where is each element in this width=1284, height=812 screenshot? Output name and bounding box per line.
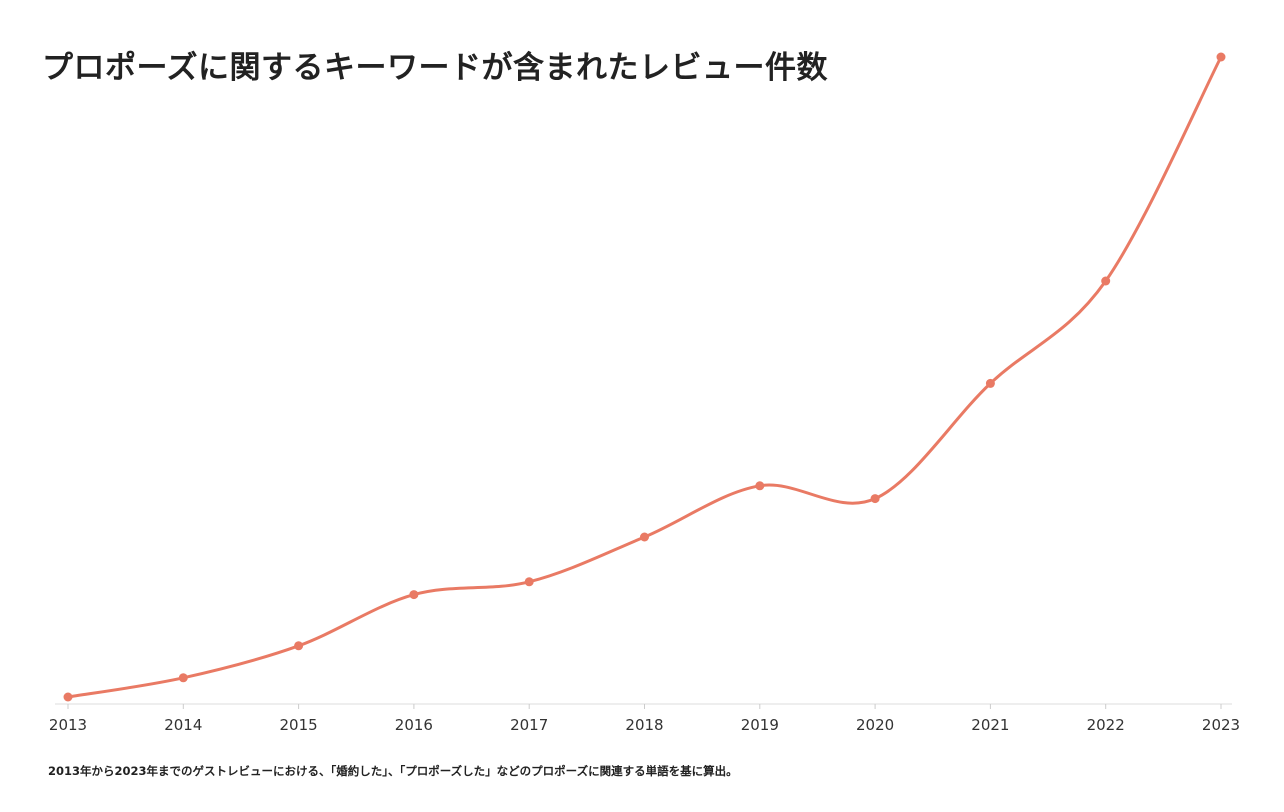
series-line bbox=[66, 55, 1223, 699]
data-point bbox=[63, 692, 73, 702]
x-tick-label: 2016 bbox=[395, 716, 433, 734]
data-point bbox=[294, 641, 304, 651]
data-point bbox=[985, 378, 995, 388]
x-tick-label: 2013 bbox=[49, 716, 87, 734]
x-tick-label: 2020 bbox=[856, 716, 894, 734]
x-tick-label: 2023 bbox=[1202, 716, 1240, 734]
data-point bbox=[1101, 276, 1111, 286]
x-tick-label: 2014 bbox=[164, 716, 202, 734]
x-tick-label: 2021 bbox=[971, 716, 1009, 734]
data-point bbox=[409, 590, 419, 600]
data-point bbox=[524, 577, 534, 587]
data-point bbox=[755, 481, 765, 491]
data-point bbox=[870, 494, 880, 504]
data-point bbox=[178, 673, 188, 683]
x-tick-label: 2015 bbox=[280, 716, 318, 734]
x-tick-label: 2022 bbox=[1087, 716, 1125, 734]
chart-footnote: 2013年から2023年までのゲストレビューにおける、「婚約した」、「プロポーズ… bbox=[48, 764, 738, 778]
data-point bbox=[1216, 52, 1226, 62]
x-tick-label: 2019 bbox=[741, 716, 779, 734]
x-tick-label: 2017 bbox=[510, 716, 548, 734]
chart-title: プロポーズに関するキーワードが含まれたレビュー件数 bbox=[42, 50, 828, 86]
x-tick-label: 2018 bbox=[625, 716, 663, 734]
data-point bbox=[640, 532, 649, 542]
